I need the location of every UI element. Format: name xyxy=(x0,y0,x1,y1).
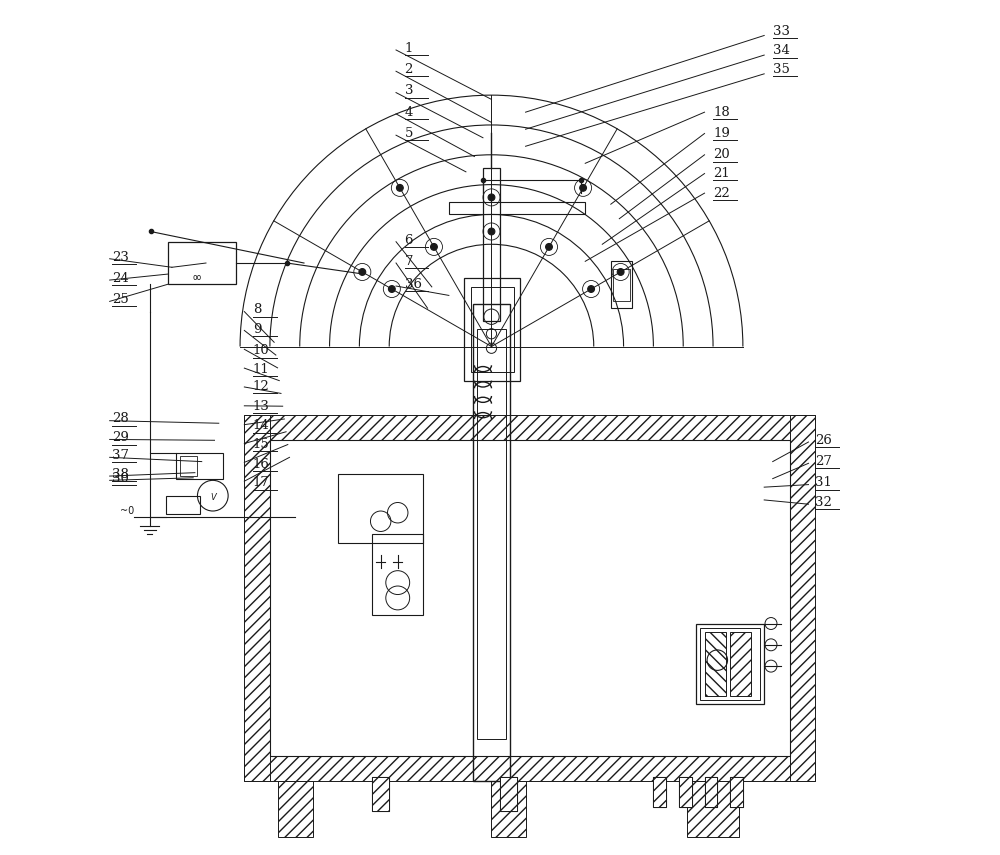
Bar xyxy=(372,777,389,811)
Circle shape xyxy=(580,185,587,192)
Bar xyxy=(653,777,666,807)
Text: 25: 25 xyxy=(112,293,129,306)
Bar xyxy=(464,279,520,380)
Circle shape xyxy=(431,244,437,251)
Bar xyxy=(338,475,423,543)
Bar xyxy=(176,453,223,479)
Bar xyxy=(679,777,692,807)
Text: 15: 15 xyxy=(253,438,270,451)
Circle shape xyxy=(388,286,395,292)
Bar xyxy=(611,262,632,308)
Bar xyxy=(473,304,510,781)
Bar xyxy=(679,777,692,807)
Text: 14: 14 xyxy=(253,419,270,433)
Text: 11: 11 xyxy=(253,363,270,376)
Text: 23: 23 xyxy=(112,251,129,263)
Bar xyxy=(500,777,517,811)
Circle shape xyxy=(617,268,624,275)
Circle shape xyxy=(488,194,495,201)
Bar xyxy=(500,777,517,811)
Text: 17: 17 xyxy=(253,476,270,489)
Bar xyxy=(372,777,389,811)
Text: 33: 33 xyxy=(773,25,790,38)
Bar xyxy=(477,329,506,739)
Text: 9: 9 xyxy=(253,323,261,336)
Circle shape xyxy=(396,185,403,192)
Bar xyxy=(244,756,815,781)
Bar xyxy=(700,628,760,700)
Circle shape xyxy=(488,228,495,235)
Bar xyxy=(270,440,790,756)
Text: oo: oo xyxy=(193,273,202,282)
Text: 29: 29 xyxy=(112,431,129,445)
Text: 32: 32 xyxy=(815,496,832,509)
Text: 31: 31 xyxy=(815,476,832,489)
Bar xyxy=(372,534,423,615)
Bar xyxy=(166,496,200,515)
Text: 22: 22 xyxy=(713,186,730,199)
Text: 24: 24 xyxy=(112,272,129,285)
Text: 13: 13 xyxy=(253,399,270,413)
Circle shape xyxy=(359,268,366,275)
Bar xyxy=(168,242,236,285)
Bar xyxy=(705,777,717,807)
Text: 19: 19 xyxy=(713,127,730,140)
Circle shape xyxy=(588,286,595,292)
Text: 3: 3 xyxy=(405,85,413,97)
Text: 1: 1 xyxy=(405,42,413,55)
Bar xyxy=(449,202,585,215)
Bar xyxy=(278,781,313,836)
Text: 38: 38 xyxy=(112,468,129,481)
Bar xyxy=(730,777,743,807)
Bar xyxy=(705,777,717,807)
Text: 34: 34 xyxy=(773,44,790,57)
Bar xyxy=(705,632,726,696)
Text: V: V xyxy=(210,492,216,502)
Bar xyxy=(471,287,514,372)
Text: 5: 5 xyxy=(405,127,413,140)
Bar xyxy=(696,623,764,705)
Bar xyxy=(180,456,197,476)
Text: 6: 6 xyxy=(405,233,413,246)
Bar xyxy=(491,781,526,836)
Circle shape xyxy=(546,244,552,251)
Text: 21: 21 xyxy=(713,167,730,180)
Text: 8: 8 xyxy=(253,304,261,316)
Text: 36: 36 xyxy=(405,278,422,291)
Text: 16: 16 xyxy=(253,457,270,470)
Text: 2: 2 xyxy=(405,63,413,76)
Text: 26: 26 xyxy=(815,433,832,447)
Bar xyxy=(790,415,815,781)
Bar xyxy=(730,632,751,696)
Text: 30: 30 xyxy=(112,472,129,485)
Bar xyxy=(730,777,743,807)
Bar xyxy=(483,168,500,321)
Text: 37: 37 xyxy=(112,449,129,462)
Text: 27: 27 xyxy=(815,455,832,468)
Bar xyxy=(653,777,666,807)
Bar xyxy=(244,415,815,440)
Text: ~0: ~0 xyxy=(120,506,135,516)
Bar xyxy=(244,415,270,781)
Text: 7: 7 xyxy=(405,255,413,268)
Text: 20: 20 xyxy=(713,148,730,162)
Text: 18: 18 xyxy=(713,106,730,119)
Text: 4: 4 xyxy=(405,106,413,119)
Text: 35: 35 xyxy=(773,63,790,76)
Text: 28: 28 xyxy=(112,412,129,426)
Bar xyxy=(613,269,630,301)
Text: 10: 10 xyxy=(253,345,270,357)
Text: 12: 12 xyxy=(253,380,270,393)
Bar xyxy=(687,781,739,836)
